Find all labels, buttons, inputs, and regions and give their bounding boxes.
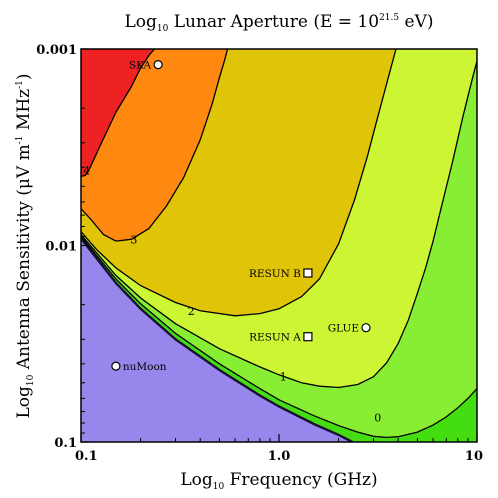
label-resun-b: RESUN B xyxy=(249,268,301,280)
contour-label-4: 4 xyxy=(83,164,90,177)
x-tick-label: 10 xyxy=(465,449,483,464)
contour-line-1 xyxy=(81,60,477,389)
contour-labels: 4 3 2 1 0 xyxy=(83,164,381,424)
chart-title: Log10 Lunar Aperture (E = 1021.5 eV) xyxy=(125,12,434,34)
marker-resun-a xyxy=(303,332,313,342)
contour-label-0: 0 xyxy=(374,411,381,424)
marker-glue xyxy=(361,323,371,333)
contour-label-3: 3 xyxy=(130,233,137,246)
contour-line-3 xyxy=(81,49,229,242)
region-3-to-4 xyxy=(81,49,477,242)
experiment-annotations: SKA RESUN B RESUN A GLUE nuMoon xyxy=(111,59,371,373)
y-tick-label: 0.1 xyxy=(54,436,77,451)
region-excluded xyxy=(81,238,353,442)
contour-line-0 xyxy=(81,236,477,439)
contour-label-2: 2 xyxy=(188,305,195,318)
marker-ska xyxy=(153,59,163,70)
marker-numoon xyxy=(111,361,121,371)
y-axis-label: Log10 Antenna Sensitivity (μV m-1 MHz-1) xyxy=(14,73,36,418)
label-glue: GLUE xyxy=(328,323,359,335)
contour-line-2 xyxy=(81,49,397,317)
x-axis-label: Log10 Frequency (GHz) xyxy=(180,470,377,492)
label-resun-a: RESUN A xyxy=(249,332,301,344)
x-tick-label: 1.0 xyxy=(268,449,291,464)
y-tick-label: 0.001 xyxy=(36,43,77,58)
x-axis-ticks: 0.1 1.0 10 xyxy=(75,434,483,464)
contour-label-1: 1 xyxy=(280,371,287,384)
contour-regions xyxy=(81,49,477,442)
label-numoon: nuMoon xyxy=(123,361,167,373)
y-tick-label: 0.01 xyxy=(45,240,77,255)
marker-resun-b xyxy=(303,268,313,278)
label-ska: SKA xyxy=(129,60,152,72)
x-tick-label: 0.1 xyxy=(75,449,98,464)
contour-line-4 xyxy=(81,49,155,178)
contour-lines xyxy=(81,49,477,442)
threshold-line xyxy=(81,237,354,442)
y-axis-ticks: 0.001 0.01 0.1 xyxy=(36,43,89,451)
region-above-4 xyxy=(81,49,477,177)
